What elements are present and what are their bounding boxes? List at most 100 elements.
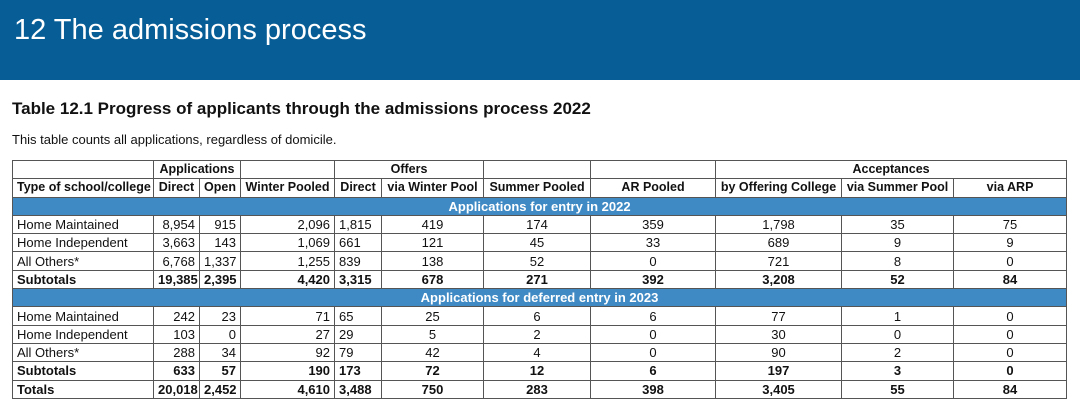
table-cell: 174 [483,214,592,235]
table-cell: 288 [153,342,200,363]
table-cell: 359 [590,214,717,235]
group-header: Applications [152,159,242,180]
table-cell: 1 [841,306,955,326]
section-title: Applications for deferred entry in 2023 [11,288,1068,308]
table-cell: 283 [483,379,592,399]
group-header: Offers [334,159,485,180]
table-cell: 65 [334,306,383,326]
table-cell: 2,452 [198,379,242,399]
table-cell: 23 [198,306,242,326]
table-cell: 3,663 [153,233,200,253]
table-cell: 9 [841,233,955,253]
table-cell: 75 [953,214,1068,235]
table-cell: 271 [483,269,592,290]
section-row: Applications for deferred entry in 2023 [11,288,1068,308]
table-cell: 721 [715,251,843,271]
table-cell: 19,385 [153,269,200,290]
table-cell: 72 [381,361,485,381]
table-cell: 103 [153,324,200,344]
table-cell: 77 [715,306,843,326]
column-header: Type of school/college [12,178,154,198]
table-cell: 398 [590,379,717,399]
table-cell: 750 [381,379,485,399]
table-cell: 42 [381,342,485,363]
table-cell: Totals [12,379,154,399]
table-cell: 0 [590,324,717,344]
table-cell: 4,420 [240,269,336,290]
column-header: Direct [153,178,200,198]
table-cell: 0 [198,324,242,344]
table-cell: 143 [198,233,242,253]
table-cell: 55 [841,379,955,399]
header-cell [483,159,592,180]
table-cell: 6 [590,306,717,326]
table-cell: 0 [953,306,1068,326]
column-header: via Summer Pool [841,178,955,198]
table-cell: 52 [483,251,592,271]
table-cell: 6,768 [153,251,200,271]
table-cell: 242 [153,306,200,326]
table-cell: 0 [841,324,955,344]
column-header: by Offering College [715,178,843,198]
table-cell: 3,405 [715,379,843,399]
table-cell: All Others* [12,251,154,271]
column-header: AR Pooled [590,178,717,198]
table-cell: Subtotals [12,361,154,381]
table-cell: 5 [381,324,485,344]
table-cell: 0 [953,361,1068,381]
table-cell: 138 [381,251,485,271]
header-row: Type of school/college Direct Open Winter P… [12,178,1068,198]
table-cell: 90 [715,342,843,363]
group-header: Acceptances [715,159,1068,180]
table-cell: 173 [334,361,383,381]
table-cell: 6 [483,306,592,326]
table-cell: Home Independent [12,233,154,253]
table-subtitle: This table counts all applications, rega… [12,132,337,147]
section-title: Applications for entry in 2022 [11,196,1068,216]
table-cell: 689 [715,233,843,253]
column-header: via ARP [953,178,1068,198]
table-cell: 3,488 [334,379,383,399]
page-title: 12 The admissions process [14,14,367,46]
table-cell: 3,208 [715,269,843,290]
table-cell: 35 [841,214,955,235]
table-row: All Others* 6,768 1,337 1,255 839 138 52 0 721 8 0 [12,251,1068,271]
table-cell: 84 [953,379,1068,399]
table-cell: 197 [715,361,843,381]
table-cell: 92 [240,342,336,363]
table-cell: 1,337 [198,251,242,271]
table-row: Home Independent 3,663 143 1,069 661 121 45 33 6… [12,233,1068,253]
table-cell: 4,610 [240,379,336,399]
table-title: Table 12.1 Progress of applicants throug… [12,99,591,118]
table-cell: Home Maintained [12,306,154,326]
table-cell: 52 [841,269,955,290]
table-cell: 392 [590,269,717,290]
table-cell: 45 [483,233,592,253]
table-row: Subtotals 19,385 2,395 4,420 3,315 678 271 392 3… [12,269,1068,290]
table-cell: 34 [198,342,242,363]
table-cell: 3 [841,361,955,381]
table-row: Home Independent 103 0 27 29 5 2 0 30 0 0 [12,324,1068,344]
table-cell: 1,069 [240,233,336,253]
table-cell: 4 [483,342,592,363]
table-cell: 84 [953,269,1068,290]
table-cell: 2,395 [198,269,242,290]
table-cell: 0 [590,342,717,363]
table-row: Home Maintained 8,954 915 2,096 1,815 419 174 3… [12,214,1068,235]
table-row: All Others* 288 34 92 79 42 4 0 90 2 0 [12,342,1068,363]
table-cell: 30 [715,324,843,344]
section-row: Applications for entry in 2022 [11,196,1068,216]
table-cell: 0 [953,324,1068,344]
table-cell: 419 [381,214,485,235]
table-cell: Home Independent [12,324,154,344]
table-cell: 0 [953,342,1068,363]
table-cell: 121 [381,233,485,253]
table-cell: 839 [334,251,383,271]
table-cell: 71 [240,306,336,326]
table-cell: 2,096 [240,214,336,235]
column-header: Winter Pooled [240,178,336,198]
table-cell: 3,315 [334,269,383,290]
header-cell [590,159,717,180]
table-row: Home Maintained 242 23 71 65 25 6 6 77 1 0 [12,306,1068,326]
table-cell: 678 [381,269,485,290]
